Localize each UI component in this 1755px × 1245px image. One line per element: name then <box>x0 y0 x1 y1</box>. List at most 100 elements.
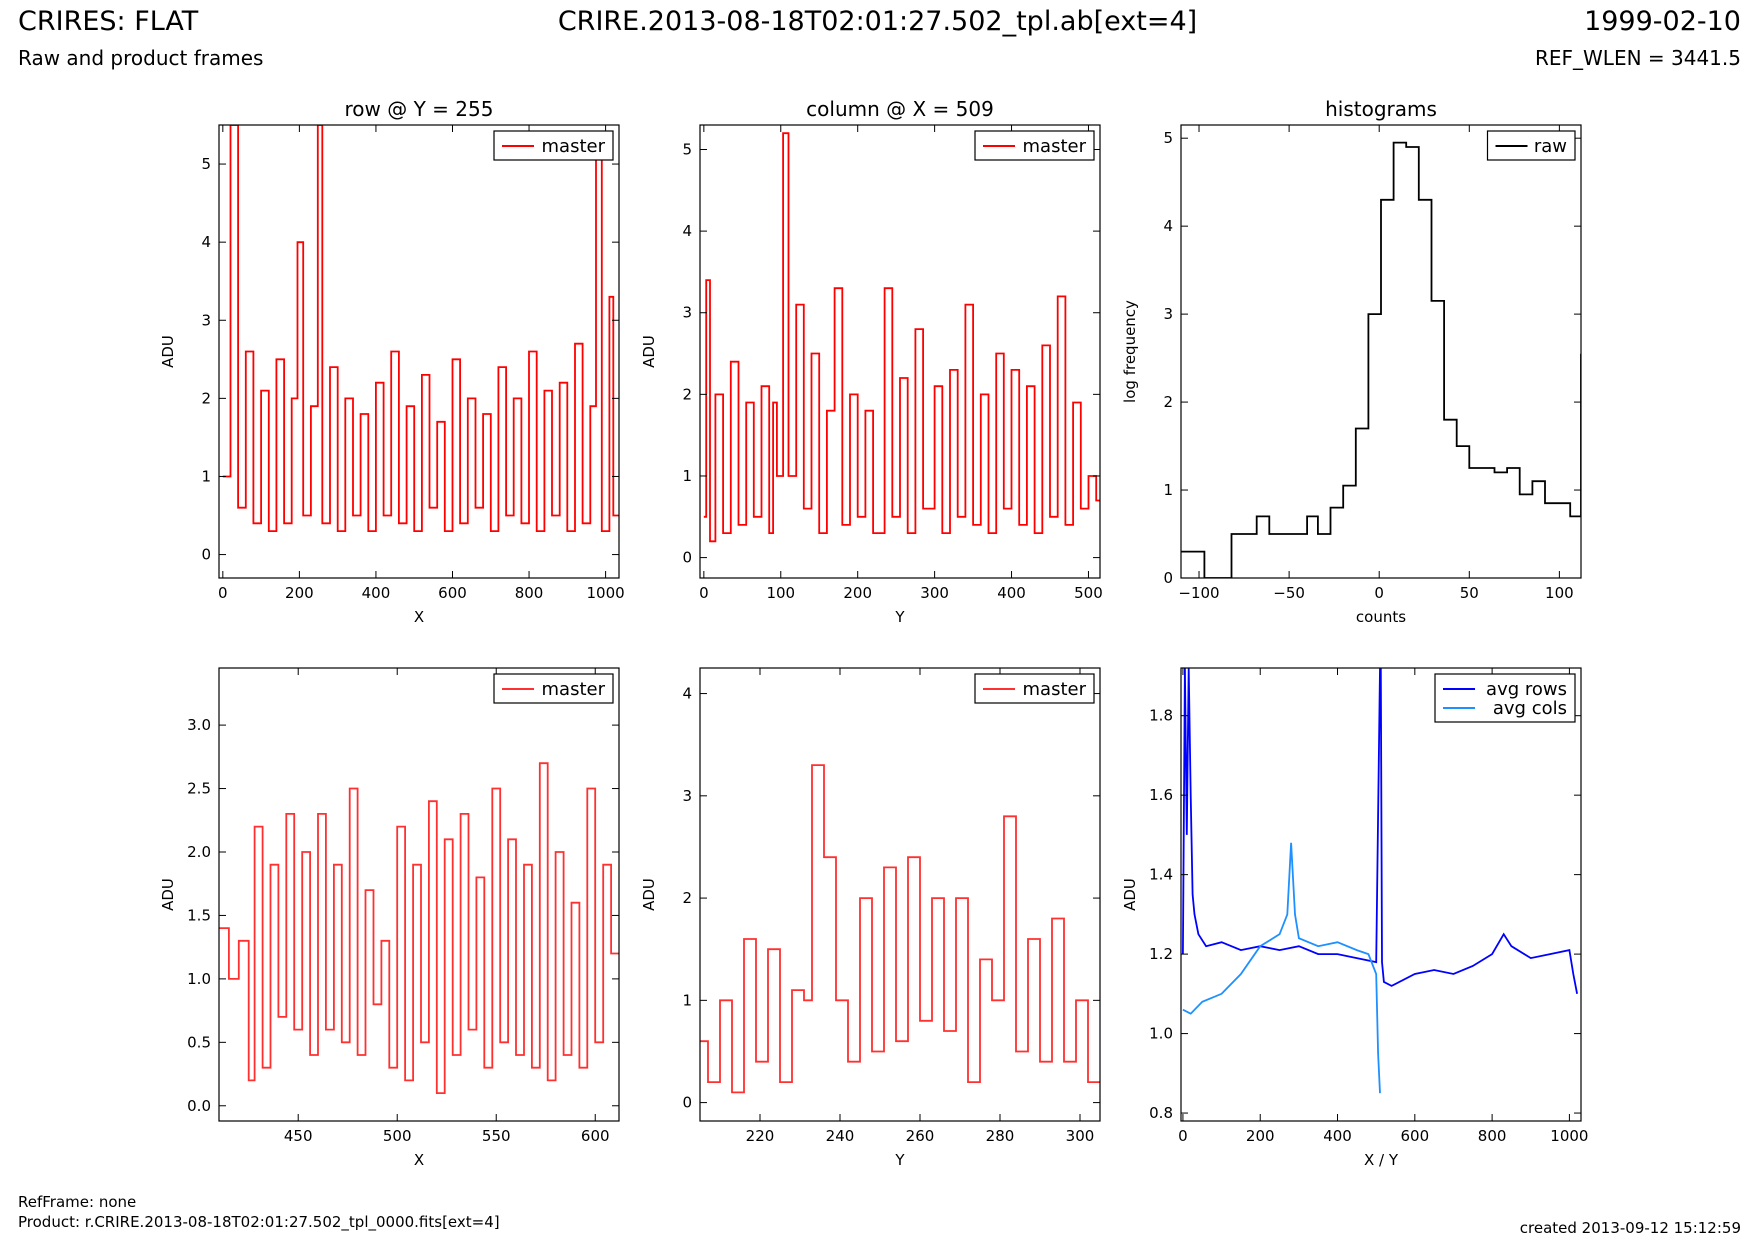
x-tick-label: 200 <box>285 584 314 602</box>
legend-label: master <box>1023 136 1087 157</box>
x-tick-label: 600 <box>581 1127 610 1145</box>
legend: raw <box>1486 130 1576 161</box>
x-tick-label: 100 <box>766 584 795 602</box>
x-tick-label: 400 <box>362 584 391 602</box>
y-tick-label: 2.0 <box>187 843 211 861</box>
x-axis-label: Y <box>894 608 905 626</box>
x-tick-label: 280 <box>986 1127 1015 1145</box>
chart-panel-2: 0 100 200 300 400 500 0 1 2 3 4 5 column @ X = 509 Y A… <box>640 97 1103 626</box>
x-axis-label: X <box>414 1151 424 1169</box>
y-tick-label: 0.5 <box>187 1033 211 1051</box>
chart-panel-1: 0 200 400 600 800 1000 0 1 2 3 4 5 row @ Y = 255 X ADU… <box>159 97 625 626</box>
legend: master <box>974 130 1095 161</box>
chart-title: column @ X = 509 <box>806 97 994 121</box>
x-tick-label: 0 <box>218 584 228 602</box>
y-tick-label: 1.8 <box>1149 707 1173 725</box>
x-tick-label: 400 <box>1323 1127 1352 1145</box>
y-tick-label: 4 <box>682 222 692 240</box>
file-title: CRIRE.2013-08-18T02:01:27.502_tpl.ab[ext… <box>557 6 1198 37</box>
x-tick-label: −100 <box>1178 584 1219 602</box>
x-tick-label: 0 <box>1178 1127 1188 1145</box>
x-tick-label: 200 <box>1246 1127 1275 1145</box>
x-axis-label: X / Y <box>1364 1151 1399 1169</box>
y-axis-label: ADU <box>159 878 177 911</box>
x-tick-label: 600 <box>1400 1127 1429 1145</box>
legend-label: avg cols <box>1493 698 1567 719</box>
legend: master <box>493 673 614 704</box>
x-tick-label: 600 <box>438 584 467 602</box>
y-tick-label: 0.0 <box>187 1097 211 1115</box>
y-tick-label: 1.6 <box>1149 786 1173 804</box>
y-axis-label: ADU <box>1121 878 1139 911</box>
legend: master <box>974 673 1095 704</box>
y-tick-label: 1 <box>201 467 211 485</box>
y-tick-label: 4 <box>201 233 211 251</box>
x-tick-label: 220 <box>746 1127 775 1145</box>
x-tick-label: 500 <box>1074 584 1103 602</box>
y-axis-label: ADU <box>640 878 658 911</box>
date-label: 1999-02-10 <box>1584 6 1741 37</box>
legend-label: avg rows <box>1486 679 1567 700</box>
y-axis-label: log frequency <box>1121 300 1139 403</box>
created-timestamp: created 2013-09-12 15:12:59 <box>1519 1219 1741 1237</box>
x-tick-label: 50 <box>1460 584 1479 602</box>
y-tick-label: 4 <box>682 685 692 703</box>
y-tick-label: 2 <box>682 385 692 403</box>
x-tick-label: 0 <box>699 584 709 602</box>
series-line-master <box>219 762 619 1094</box>
chart-panel-5: 220 240 260 280 300 0 1 2 3 4 Y ADU master <box>640 667 1101 1169</box>
series-line-master <box>703 132 1100 543</box>
series-line-avg-rows <box>1182 668 1578 994</box>
subtitle: Raw and product frames <box>18 46 264 70</box>
x-tick-label: 1000 <box>587 584 625 602</box>
plot-frame <box>218 124 620 579</box>
chart-panel-6: 0 200 400 600 800 1000 0.8 1.0 1.2 1.4 1.6 1.8 X / Y… <box>1121 667 1588 1169</box>
y-tick-label: 3 <box>682 304 692 322</box>
x-tick-label: 500 <box>383 1127 412 1145</box>
y-tick-label: 3 <box>682 787 692 805</box>
x-axis-label: Y <box>894 1151 905 1169</box>
y-tick-label: 4 <box>1163 217 1173 235</box>
y-tick-label: 3 <box>1163 305 1173 323</box>
y-tick-label: 2 <box>201 389 211 407</box>
y-tick-label: 1.4 <box>1149 866 1173 884</box>
ref-wlen-label: REF_WLEN = 3441.5 <box>1534 46 1741 70</box>
ref-frame-label: RefFrame: none <box>18 1193 137 1211</box>
y-tick-label: 2.5 <box>187 780 211 798</box>
x-tick-label: 450 <box>284 1127 313 1145</box>
y-tick-label: 5 <box>201 155 211 173</box>
x-tick-label: −50 <box>1273 584 1305 602</box>
x-tick-label: 300 <box>920 584 949 602</box>
plot-frame <box>1180 124 1582 579</box>
y-tick-label: 0.8 <box>1149 1104 1173 1122</box>
y-tick-label: 2 <box>1163 393 1173 411</box>
y-axis-label: ADU <box>640 335 658 368</box>
x-tick-label: 550 <box>482 1127 511 1145</box>
y-tick-label: 1 <box>682 991 692 1009</box>
series-line-master <box>222 125 619 532</box>
y-tick-label: 1 <box>1163 481 1173 499</box>
chart-title: histograms <box>1325 97 1437 121</box>
y-tick-label: 1 <box>682 467 692 485</box>
legend-label: raw <box>1534 136 1567 157</box>
x-tick-label: 400 <box>997 584 1026 602</box>
y-tick-label: 5 <box>1163 129 1173 147</box>
x-tick-label: 100 <box>1545 584 1574 602</box>
y-tick-label: 3 <box>201 311 211 329</box>
product-label: Product: r.CRIRE.2013-08-18T02:01:27.502… <box>18 1213 500 1231</box>
plot-frame <box>218 667 620 1122</box>
plot-frame <box>699 124 1101 579</box>
legend-label: master <box>542 136 606 157</box>
y-tick-label: 1.0 <box>187 970 211 988</box>
y-tick-label: 0 <box>201 546 211 564</box>
x-tick-label: 300 <box>1066 1127 1095 1145</box>
x-tick-label: 240 <box>826 1127 855 1145</box>
x-tick-label: 1000 <box>1550 1127 1588 1145</box>
y-tick-label: 5 <box>682 140 692 158</box>
y-tick-label: 2 <box>682 889 692 907</box>
legend: master <box>493 130 614 161</box>
series-line-raw <box>1181 141 1581 578</box>
x-tick-label: 0 <box>1374 584 1384 602</box>
x-axis-label: counts <box>1356 608 1406 626</box>
